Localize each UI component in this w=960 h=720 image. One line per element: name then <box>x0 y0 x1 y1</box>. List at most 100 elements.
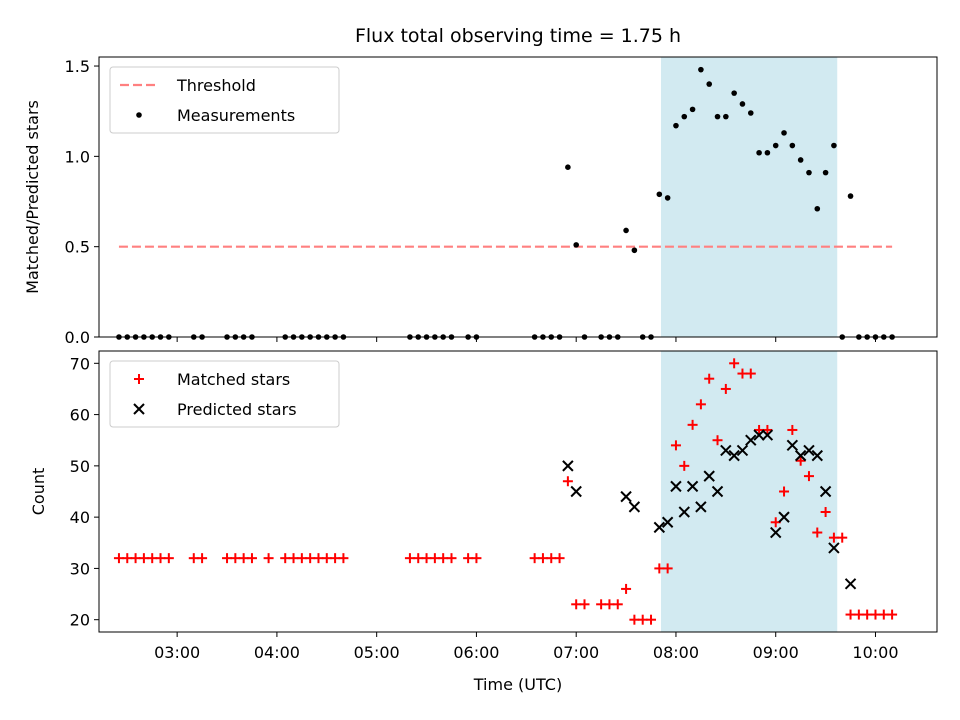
data-point <box>670 440 681 451</box>
x-marker-b <box>562 460 574 472</box>
data-point <box>736 444 749 457</box>
legend-marker <box>134 374 144 384</box>
data-point <box>712 435 723 446</box>
data-point <box>731 90 737 96</box>
data-point <box>620 490 632 503</box>
axes-frame <box>98 350 938 633</box>
x-marker-b <box>786 439 799 452</box>
x-marker-b <box>753 429 765 441</box>
data-point <box>822 169 829 176</box>
data-point <box>844 578 857 590</box>
data-point <box>828 542 840 554</box>
x-marker-b <box>620 490 632 503</box>
data-point <box>703 470 715 482</box>
data-point <box>756 149 762 156</box>
data-point <box>263 553 274 564</box>
y-tick-label: 40 <box>70 508 90 527</box>
x-marker-b <box>133 403 145 415</box>
data-point <box>687 419 698 430</box>
data-point <box>653 521 666 534</box>
data-point <box>778 511 790 523</box>
x-marker-b <box>695 501 707 513</box>
data-point <box>704 373 715 384</box>
x-axis-label: Time (UTC) <box>473 675 562 694</box>
data-point <box>847 193 854 199</box>
x-marker-b <box>803 444 815 457</box>
data-point <box>806 169 812 176</box>
data-point <box>573 242 579 248</box>
data-point <box>720 444 732 457</box>
x-marker-b <box>770 526 782 539</box>
x-marker-b <box>828 542 840 554</box>
x-tick-label: 05:00 <box>354 643 400 662</box>
data-point <box>570 485 582 498</box>
x-tick-label: 09:00 <box>753 643 799 662</box>
data-point <box>612 599 623 610</box>
x-marker-b <box>761 429 774 441</box>
data-point <box>761 429 774 441</box>
data-point <box>812 527 823 538</box>
data-point <box>803 471 814 482</box>
y-tick-label: 1.5 <box>65 57 90 76</box>
data-point <box>714 113 721 120</box>
data-point <box>753 429 765 441</box>
data-point <box>764 149 771 156</box>
data-point <box>565 164 571 170</box>
data-point <box>673 122 679 129</box>
x-tick-label: 08:00 <box>653 643 699 662</box>
data-point <box>670 480 682 493</box>
y-tick-label: 20 <box>70 611 90 630</box>
data-point <box>770 517 781 528</box>
x-marker-b <box>628 501 641 513</box>
data-point <box>631 247 638 254</box>
data-point <box>338 553 349 564</box>
data-point <box>579 599 590 610</box>
data-point <box>686 480 699 493</box>
data-point <box>711 485 724 498</box>
y-axis-label: Matched/Predicted stars <box>23 100 42 294</box>
data-point <box>646 614 657 625</box>
x-marker-b <box>811 449 823 462</box>
x-tick-label: 04:00 <box>254 643 300 662</box>
x-marker-b <box>703 470 715 482</box>
legend-box <box>109 360 340 428</box>
x-tick-label: 10:00 <box>852 643 898 662</box>
x-marker-b <box>711 485 724 498</box>
data-point <box>562 476 573 487</box>
data-point <box>786 439 799 452</box>
x-marker-b <box>653 521 666 534</box>
data-point <box>681 113 688 120</box>
x-marker-b <box>728 449 740 462</box>
legend-label: Matched stars <box>177 370 290 389</box>
data-point <box>745 434 757 446</box>
y-tick-label: 0.0 <box>65 328 90 347</box>
data-point <box>837 532 848 543</box>
x-marker-b <box>778 511 790 523</box>
data-point <box>621 583 632 594</box>
data-point <box>797 157 804 163</box>
data-point <box>679 460 690 471</box>
data-point <box>772 142 779 149</box>
data-point <box>811 449 823 462</box>
x-tick-label: 03:00 <box>154 643 200 662</box>
y-tick-label: 0.5 <box>65 238 90 257</box>
x-tick-label: 06:00 <box>453 643 499 662</box>
x-tick-label: 07:00 <box>553 643 599 662</box>
data-point <box>787 424 798 435</box>
data-point <box>554 553 565 564</box>
observing-window-span <box>660 57 838 337</box>
data-point <box>656 191 663 198</box>
data-point <box>623 227 629 234</box>
data-point <box>446 553 457 564</box>
x-marker-b <box>678 506 690 518</box>
data-point <box>739 101 746 107</box>
data-point <box>762 424 773 435</box>
y-axis-label: Count <box>29 468 48 516</box>
observing-window-span <box>660 351 838 632</box>
y-tick-label: 60 <box>70 406 90 425</box>
axes-frame <box>98 56 938 338</box>
x-marker-b <box>844 578 857 590</box>
data-point <box>698 66 704 73</box>
legend-label: Predicted stars <box>177 400 297 419</box>
